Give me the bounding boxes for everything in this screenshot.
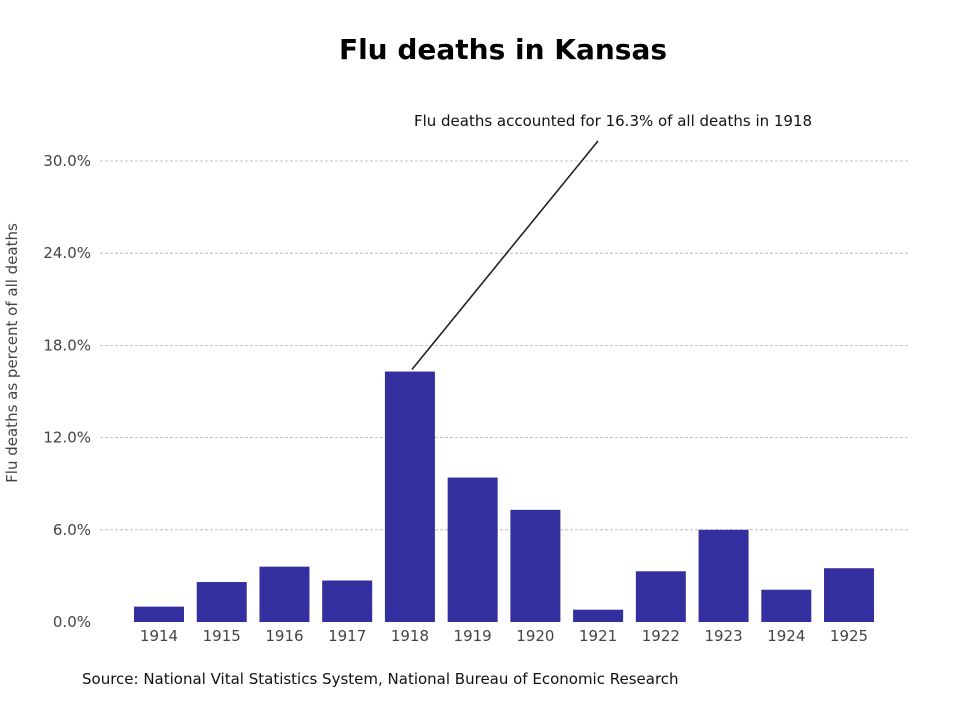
x-tick-label: 1921 — [579, 627, 617, 645]
x-tick-label: 1915 — [203, 627, 241, 645]
bar-1915 — [196, 582, 247, 622]
bar-1914 — [134, 606, 184, 622]
annotation-text: Flu deaths accounted for 16.3% of all de… — [414, 112, 812, 130]
bar-1922 — [635, 571, 686, 622]
bar-1923 — [698, 529, 749, 622]
bar-1921 — [573, 609, 624, 622]
y-axis-label: Flu deaths as percent of all deaths — [3, 223, 21, 483]
x-tick-label: 1914 — [140, 627, 178, 645]
y-tick-label: 6.0% — [53, 521, 91, 539]
x-tick-label: 1918 — [391, 627, 429, 645]
grid-lines — [100, 160, 910, 531]
annotation-arrow-line — [411, 140, 599, 371]
y-axis-ticks: 0.0% 6.0% 12.0% 18.0% 24.0% 30.0% — [43, 152, 91, 631]
bars — [134, 371, 875, 622]
bar-1916 — [259, 566, 310, 622]
y-tick-label: 0.0% — [53, 613, 91, 631]
x-tick-label: 1919 — [454, 627, 492, 645]
bar-1925 — [824, 568, 875, 622]
y-tick-label: 18.0% — [43, 336, 91, 354]
source-note: Source: National Vital Statistics System… — [82, 670, 679, 688]
x-tick-label: 1924 — [767, 627, 805, 645]
y-tick-label: 30.0% — [43, 152, 91, 170]
x-tick-label: 1920 — [516, 627, 554, 645]
bar-1917 — [322, 580, 373, 622]
x-tick-label: 1923 — [704, 627, 742, 645]
x-tick-label: 1917 — [328, 627, 366, 645]
y-tick-label: 24.0% — [43, 244, 91, 262]
y-tick-label: 12.0% — [43, 429, 91, 447]
bar-1924 — [761, 589, 812, 622]
bar-1919 — [447, 477, 498, 622]
x-tick-label: 1916 — [265, 627, 303, 645]
bar-1918 — [384, 371, 435, 622]
x-tick-label: 1925 — [830, 627, 868, 645]
x-tick-label: 1922 — [642, 627, 680, 645]
bar-1920 — [510, 509, 561, 622]
x-axis-ticks: 1914 1915 1916 1917 1918 1919 1920 1921 1922 1923… — [140, 627, 868, 645]
chart-title: Flu deaths in Kansas — [339, 33, 667, 66]
